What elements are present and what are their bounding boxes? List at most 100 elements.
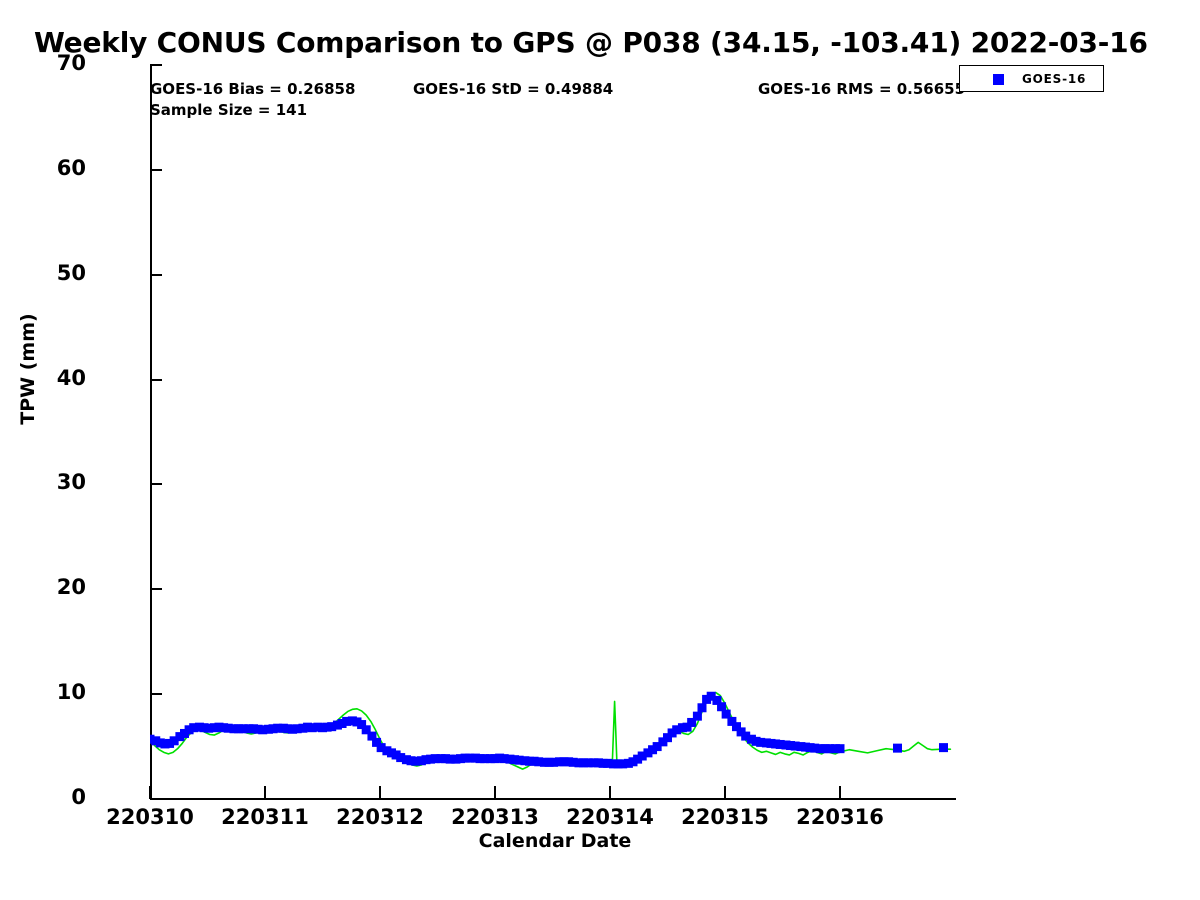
data-point-marker [318,723,327,733]
x-tick-220316 [839,786,841,799]
data-point-marker [574,758,584,768]
x-tick-220315 [724,786,726,799]
data-point-marker [796,742,806,752]
data-point-marker [175,732,185,742]
stat-bias: GOES-16 Bias = 0.26858 [150,80,356,98]
data-point-marker [382,746,392,756]
x-tick-label-220316: 220316 [796,805,884,829]
data-point-marker [505,754,515,764]
data-point-marker [470,753,480,763]
data-point-marker [401,755,411,765]
data-point-marker [376,743,386,753]
data-point-marker [682,722,692,732]
data-point-marker [766,738,776,748]
data-point-marker [292,724,302,734]
data-point-marker [445,754,455,764]
data-point-marker [278,723,288,733]
data-point-marker [835,744,845,754]
data-point-marker [559,757,569,767]
x-tick-label-220314: 220314 [566,805,654,829]
x-tick-220312 [379,786,381,799]
y-tick-label-30: 30 [56,470,86,495]
data-point-marker [652,742,662,752]
data-point-marker [589,758,599,768]
data-point-marker [805,743,815,753]
legend-square-icon [993,74,1004,85]
data-point-marker [771,739,781,749]
data-point-marker [628,757,638,767]
data-point-marker [579,758,589,768]
data-point-marker [480,754,490,764]
x-tick-label-220312: 220312 [336,805,424,829]
data-point-marker [327,722,337,732]
data-point-marker [165,738,175,748]
y-tick-70 [150,64,162,66]
data-point-marker [451,754,461,764]
data-point-marker [160,739,170,749]
data-point-marker [746,734,756,744]
data-point-marker [268,724,278,734]
data-point-marker [790,741,800,751]
x-tick-label-220310: 220310 [106,805,194,829]
data-point-marker [199,723,209,733]
data-point-marker [529,756,539,766]
data-point-marker [322,722,332,732]
data-point-marker [697,703,707,713]
x-tick-label-220315: 220315 [681,805,769,829]
data-point-marker [544,757,554,767]
data-point-marker [391,750,401,760]
data-point-marker [732,722,741,732]
data-point-marker [761,738,771,748]
data-point-marker [756,737,766,747]
data-point-marker [810,743,820,753]
data-point-marker [525,756,534,766]
data-point-marker [687,717,697,727]
data-point-marker [238,724,248,734]
data-point-marker [633,754,643,764]
y-tick-label-60: 60 [56,155,86,180]
data-point-marker [456,754,465,764]
data-point-marker [594,758,603,768]
data-point-marker [234,724,244,734]
y-tick-label-40: 40 [56,365,86,390]
data-point-marker [258,725,268,735]
data-point-marker [303,722,313,732]
data-point-marker [702,694,712,704]
data-point-marker [406,756,416,766]
data-point-marker [820,744,830,754]
data-point-marker [717,702,727,712]
y-tick-0 [150,798,162,800]
data-point-marker [307,723,317,733]
data-point-marker [460,753,470,763]
x-tick-label-220313: 220313 [451,805,539,829]
page-title: Weekly CONUS Comparison to GPS @ P038 (3… [34,26,1148,59]
data-point-marker [436,754,446,764]
data-point-marker [786,741,796,751]
data-point-marker [465,753,475,763]
data-point-marker [618,759,628,769]
data-point-marker [830,744,840,754]
data-point-marker [514,755,524,765]
x-tick-220313 [494,786,496,799]
data-point-marker [184,725,194,735]
data-point-marker [564,757,574,767]
data-point-marker [510,755,520,765]
data-point-marker [273,723,283,733]
y-axis-line [150,65,152,800]
data-point-marker [219,723,229,733]
data-point-marker [815,744,825,754]
plot-area [150,65,955,799]
data-point-marker [603,758,613,768]
data-point-marker [249,724,258,734]
data-point-marker [736,727,746,737]
data-point-marker [692,711,702,721]
data-point-marker [151,736,161,746]
data-point-marker [372,737,382,747]
data-point-marker [801,742,810,752]
data-point-marker [396,753,406,763]
data-point-marker [426,754,436,764]
data-point-marker [214,722,224,732]
data-point-marker [613,759,623,769]
data-point-marker [598,758,608,768]
